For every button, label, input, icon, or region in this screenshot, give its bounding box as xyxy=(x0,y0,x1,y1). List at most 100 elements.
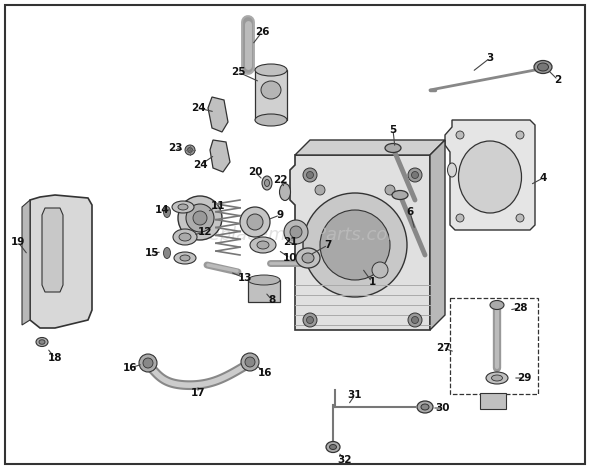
Ellipse shape xyxy=(417,401,433,413)
Bar xyxy=(480,393,506,409)
Text: 20: 20 xyxy=(248,167,262,177)
Ellipse shape xyxy=(261,81,281,99)
PathPatch shape xyxy=(210,140,230,172)
Ellipse shape xyxy=(250,237,276,253)
Ellipse shape xyxy=(248,275,280,285)
Text: 25: 25 xyxy=(231,67,245,77)
Circle shape xyxy=(193,211,207,225)
Circle shape xyxy=(303,193,407,297)
Ellipse shape xyxy=(180,255,190,261)
Circle shape xyxy=(411,172,418,179)
Circle shape xyxy=(247,214,263,230)
Circle shape xyxy=(178,196,222,240)
Text: 16: 16 xyxy=(258,368,272,378)
Ellipse shape xyxy=(264,180,270,187)
Bar xyxy=(248,280,280,302)
PathPatch shape xyxy=(30,195,92,328)
PathPatch shape xyxy=(445,120,535,230)
PathPatch shape xyxy=(295,140,445,155)
Text: 3: 3 xyxy=(486,53,494,63)
Text: 16: 16 xyxy=(123,363,137,373)
Ellipse shape xyxy=(255,114,287,126)
PathPatch shape xyxy=(290,155,430,330)
Text: 24: 24 xyxy=(191,103,205,113)
Circle shape xyxy=(284,220,308,244)
Ellipse shape xyxy=(329,445,336,449)
Circle shape xyxy=(306,317,313,324)
Ellipse shape xyxy=(486,372,508,384)
Text: 21: 21 xyxy=(283,237,297,247)
Text: 5: 5 xyxy=(389,125,396,135)
Ellipse shape xyxy=(163,248,171,258)
Circle shape xyxy=(186,204,214,232)
Ellipse shape xyxy=(179,233,191,241)
Ellipse shape xyxy=(447,163,457,177)
Text: 30: 30 xyxy=(436,403,450,413)
Ellipse shape xyxy=(537,63,549,71)
Ellipse shape xyxy=(490,301,504,310)
Circle shape xyxy=(303,168,317,182)
Text: 29: 29 xyxy=(517,373,531,383)
Circle shape xyxy=(372,262,388,278)
Ellipse shape xyxy=(262,176,272,190)
Circle shape xyxy=(315,185,325,195)
Text: 9: 9 xyxy=(277,210,284,220)
Circle shape xyxy=(385,185,395,195)
Ellipse shape xyxy=(534,61,552,74)
Circle shape xyxy=(456,131,464,139)
Ellipse shape xyxy=(174,252,196,264)
Ellipse shape xyxy=(36,338,48,347)
Ellipse shape xyxy=(188,147,192,152)
Circle shape xyxy=(139,354,157,372)
Ellipse shape xyxy=(491,375,503,381)
Text: 13: 13 xyxy=(238,273,253,283)
Text: 8: 8 xyxy=(268,295,276,305)
Circle shape xyxy=(456,214,464,222)
Text: 18: 18 xyxy=(48,353,63,363)
Ellipse shape xyxy=(421,404,429,410)
PathPatch shape xyxy=(42,208,63,292)
Circle shape xyxy=(411,317,418,324)
PathPatch shape xyxy=(208,97,228,132)
Ellipse shape xyxy=(296,248,320,268)
Text: 27: 27 xyxy=(435,343,450,353)
Text: 10: 10 xyxy=(283,253,297,263)
Text: 14: 14 xyxy=(155,205,169,215)
Text: 19: 19 xyxy=(11,237,25,247)
Text: 7: 7 xyxy=(324,240,332,250)
Ellipse shape xyxy=(257,241,269,249)
Text: 28: 28 xyxy=(513,303,527,313)
Circle shape xyxy=(320,210,390,280)
Text: 17: 17 xyxy=(191,388,205,398)
Circle shape xyxy=(516,214,524,222)
Ellipse shape xyxy=(458,141,522,213)
Ellipse shape xyxy=(392,190,408,199)
PathPatch shape xyxy=(22,200,30,325)
Text: 1: 1 xyxy=(368,277,376,287)
Ellipse shape xyxy=(39,340,45,344)
Text: 22: 22 xyxy=(273,175,287,185)
Ellipse shape xyxy=(326,441,340,453)
Ellipse shape xyxy=(385,144,401,152)
Text: 6: 6 xyxy=(407,207,414,217)
Circle shape xyxy=(240,207,270,237)
Text: 2: 2 xyxy=(555,75,562,85)
Circle shape xyxy=(306,172,313,179)
Ellipse shape xyxy=(178,204,188,210)
Ellipse shape xyxy=(173,229,197,245)
PathPatch shape xyxy=(430,140,445,330)
Text: 24: 24 xyxy=(193,160,207,170)
Circle shape xyxy=(290,226,302,238)
Circle shape xyxy=(241,353,259,371)
Text: 12: 12 xyxy=(198,227,212,237)
Circle shape xyxy=(408,168,422,182)
Text: 15: 15 xyxy=(145,248,159,258)
Circle shape xyxy=(408,313,422,327)
Ellipse shape xyxy=(302,253,314,263)
Text: 26: 26 xyxy=(255,27,269,37)
Text: 23: 23 xyxy=(168,143,182,153)
Ellipse shape xyxy=(172,201,194,213)
Text: 32: 32 xyxy=(337,455,352,465)
Ellipse shape xyxy=(185,145,195,155)
Text: 4: 4 xyxy=(539,173,547,183)
